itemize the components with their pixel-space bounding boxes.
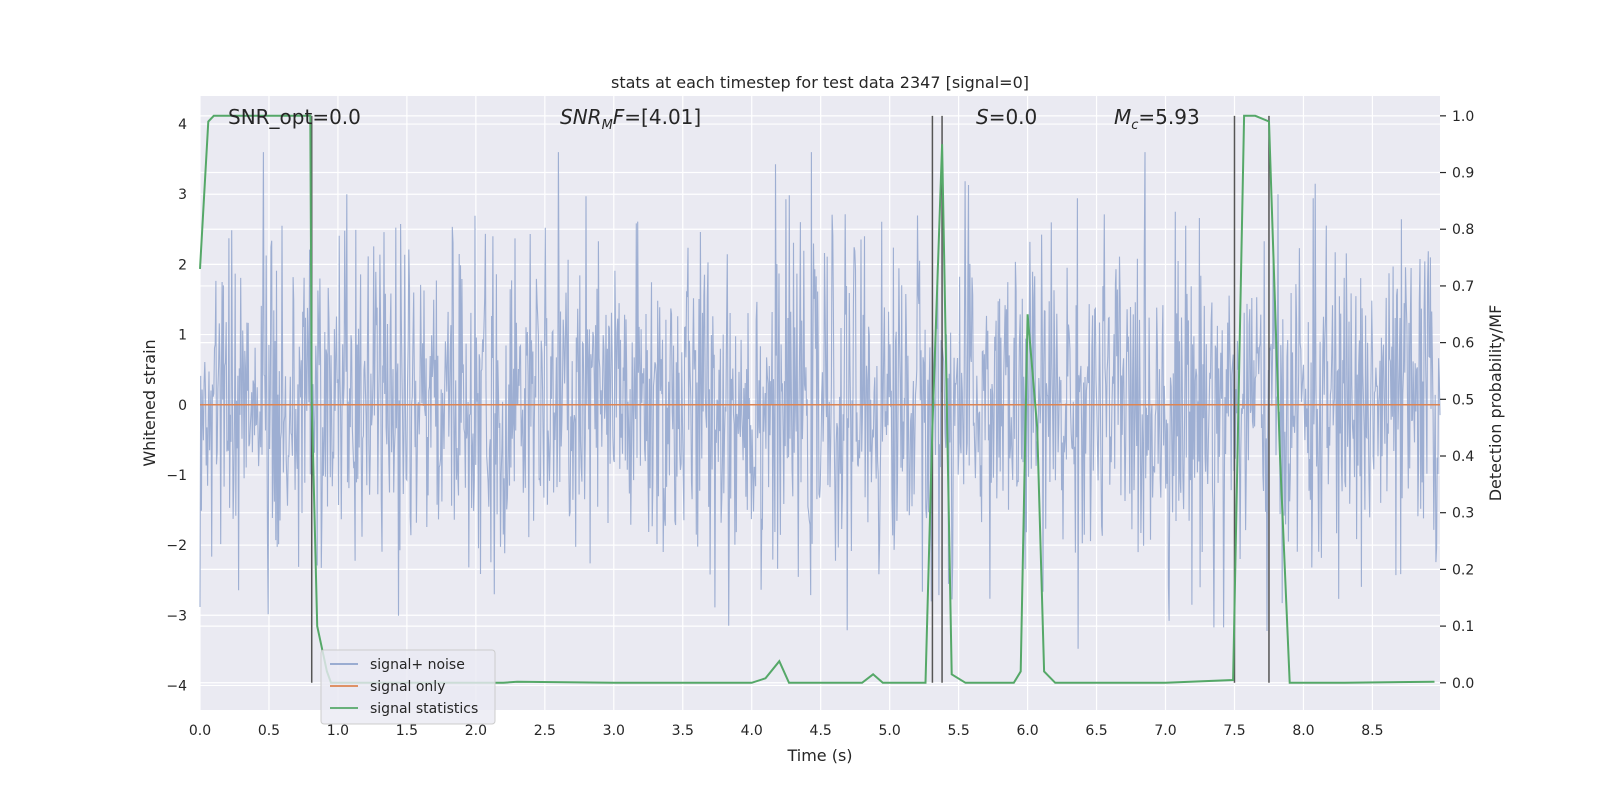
chart-title: stats at each timestep for test data 234… xyxy=(611,73,1029,92)
x-tick-label: 0.0 xyxy=(189,723,211,739)
x-tick-label: 3.5 xyxy=(672,723,694,739)
x-tick-label: 0.5 xyxy=(258,723,280,739)
x-tick-label: 5.0 xyxy=(879,723,901,739)
x-tick-label: 4.0 xyxy=(741,723,763,739)
y2-tick-label: 0.1 xyxy=(1452,619,1474,635)
y-axis-label: Whitened strain xyxy=(140,339,159,466)
annotation-snr-mf: SNRMF=[4.01] xyxy=(560,105,701,133)
y-tick-label: 4 xyxy=(178,117,187,133)
legend-label-signal-plus-noise: signal+ noise xyxy=(370,657,465,673)
y2-tick-label: 0.0 xyxy=(1452,676,1474,692)
y-tick-label: 3 xyxy=(178,187,187,203)
y-tick-label: −3 xyxy=(166,608,187,624)
y2-axis-label: Detection probability/MF xyxy=(1486,305,1505,502)
y2-tick-label: 0.9 xyxy=(1452,166,1474,182)
annotation-snr-opt: SNR_opt=0.0 xyxy=(228,105,361,129)
y2-tick-label: 0.5 xyxy=(1452,392,1474,408)
series-signal-plus-noise xyxy=(199,152,1441,649)
y-axis-ticks: 4 3 2 1 0 −1 −2 −3 −4 xyxy=(166,117,187,694)
y-tick-label: −2 xyxy=(166,538,187,554)
y-tick-label: 0 xyxy=(178,398,187,414)
x-tick-label: 1.0 xyxy=(327,723,349,739)
y2-axis-ticks: 1.0 0.9 0.8 0.7 0.6 0.5 0.4 0.3 0.2 0.1 0.0 xyxy=(1440,109,1474,692)
legend-box xyxy=(320,649,496,725)
x-tick-label: 6.5 xyxy=(1085,723,1107,739)
x-tick-label: 4.5 xyxy=(810,723,832,739)
x-tick-label: 3.0 xyxy=(603,723,625,739)
legend-label-signal-statistics: signal statistics xyxy=(370,701,478,717)
x-tick-label: 6.0 xyxy=(1016,723,1038,739)
y2-tick-label: 0.3 xyxy=(1452,506,1474,522)
legend: signal+ noise signal only signal statist… xyxy=(320,649,496,725)
x-tick-label: 5.5 xyxy=(947,723,969,739)
grid xyxy=(199,96,1440,710)
x-axis-label: Time (s) xyxy=(786,746,852,765)
y2-tick-label: 0.4 xyxy=(1452,449,1474,465)
legend-label-signal-only: signal only xyxy=(370,679,445,695)
x-axis-ticks: 0.0 0.5 1.0 1.5 2.0 2.5 3.0 3.5 4.0 4.5 5.0 5.5 6.0 6… xyxy=(189,723,1384,739)
x-tick-label: 2.5 xyxy=(534,723,556,739)
y-tick-label: 2 xyxy=(178,257,187,273)
annotation-mc: Mc=5.93 xyxy=(1114,105,1200,133)
noise-line xyxy=(199,152,1441,649)
y-tick-label: 1 xyxy=(178,328,187,344)
x-tick-label: 7.5 xyxy=(1223,723,1245,739)
y2-tick-label: 0.7 xyxy=(1452,279,1474,295)
x-tick-label: 8.5 xyxy=(1361,723,1383,739)
y-tick-label: −4 xyxy=(166,678,187,694)
y2-tick-label: 1.0 xyxy=(1452,109,1474,125)
x-tick-label: 7.0 xyxy=(1154,723,1176,739)
x-tick-label: 1.5 xyxy=(396,723,418,739)
y-tick-label: −1 xyxy=(166,468,187,484)
x-tick-label: 8.0 xyxy=(1292,723,1314,739)
y2-tick-label: 0.8 xyxy=(1452,222,1474,238)
annotation-s: S=0.0 xyxy=(976,105,1037,129)
y2-tick-label: 0.2 xyxy=(1452,562,1474,578)
x-tick-label: 2.0 xyxy=(465,723,487,739)
y2-tick-label: 0.6 xyxy=(1452,336,1474,352)
